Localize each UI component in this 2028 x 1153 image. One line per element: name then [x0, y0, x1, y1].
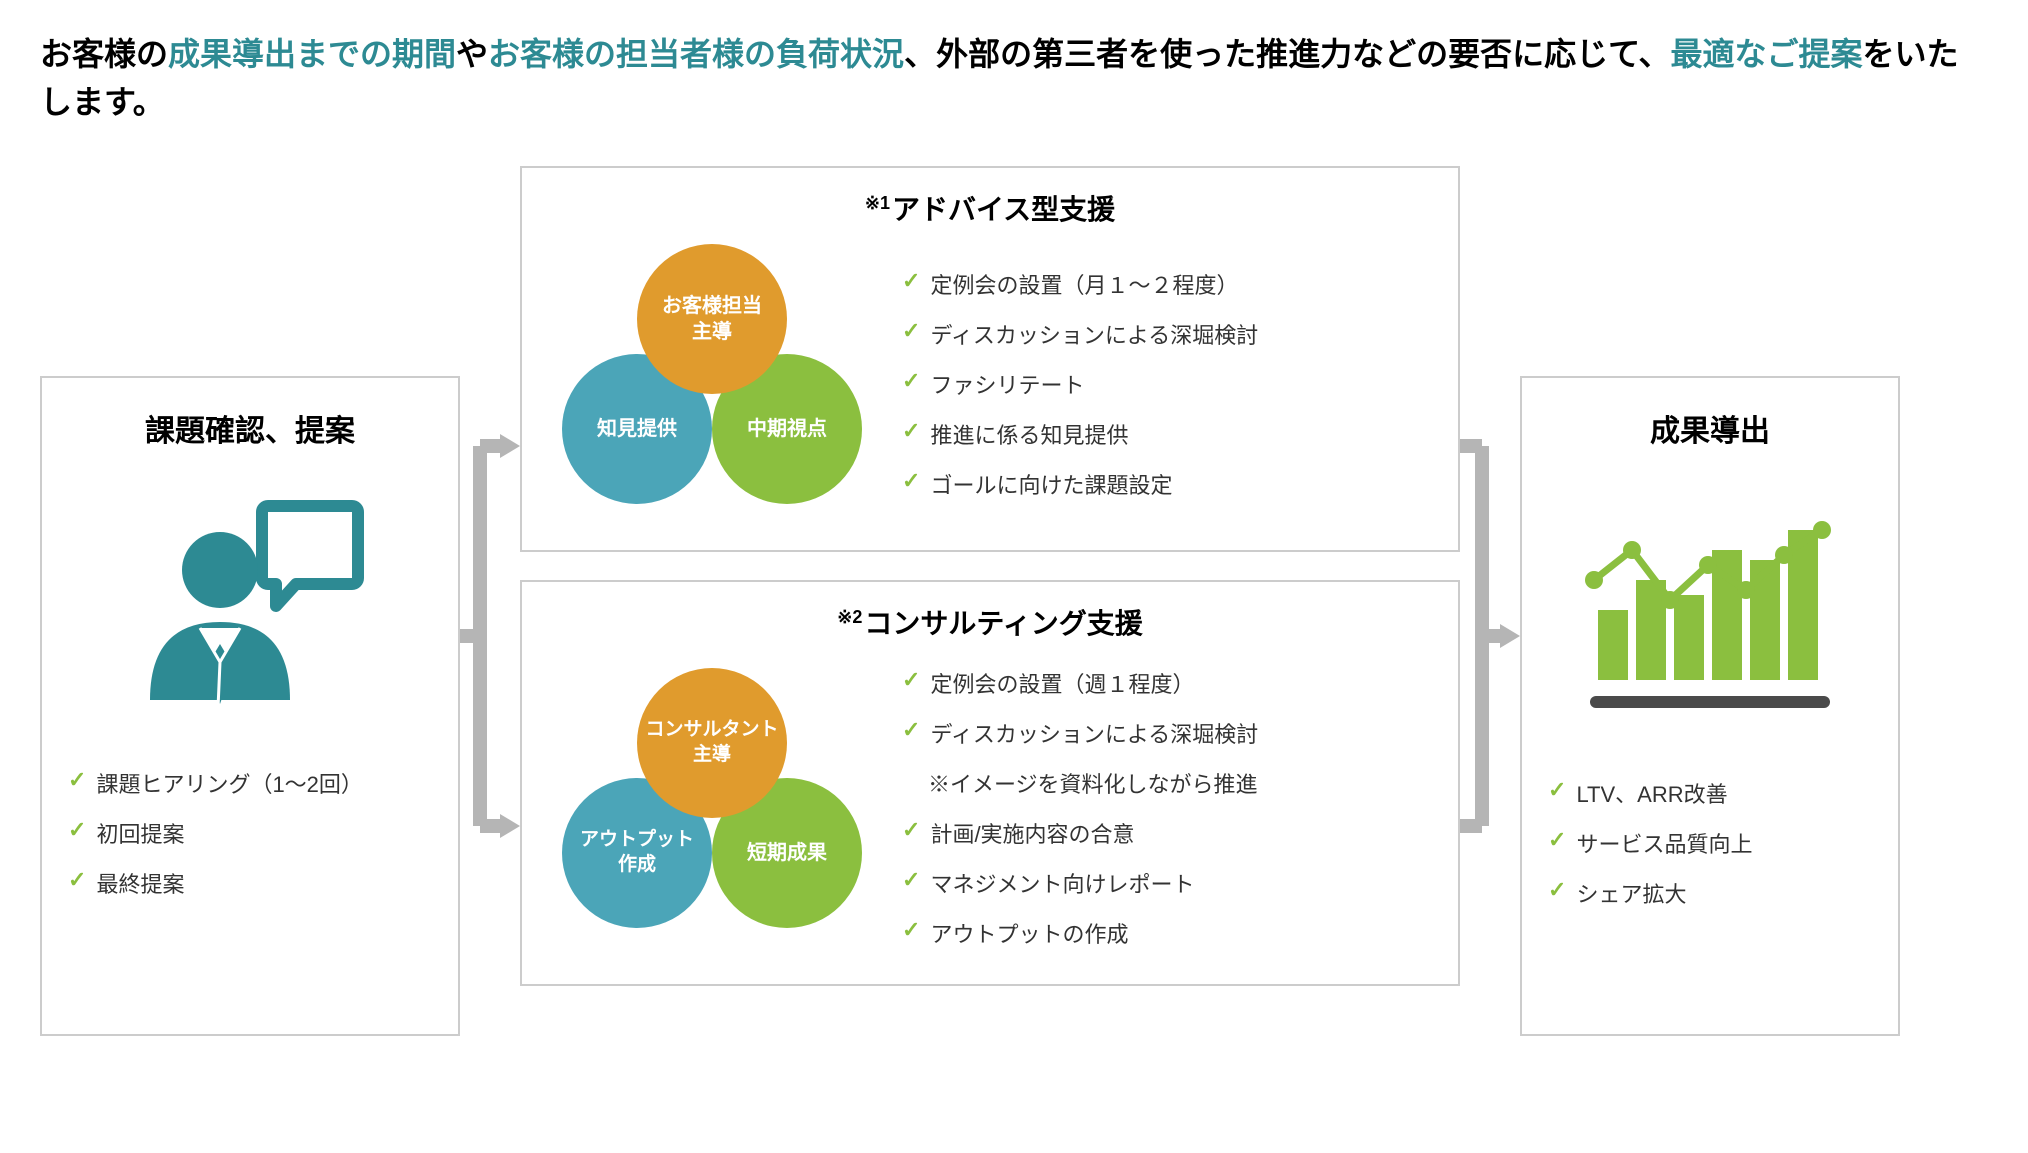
venn-circle-top: お客様担当 主導 — [637, 244, 787, 394]
advice-bullet-list: 定例会の設置（月１〜２程度） ディスカッションによる深堀検討 ファシリテート 推… — [902, 259, 1258, 509]
consulting-title-text: コンサルティング支援 — [864, 608, 1142, 639]
arrow-merge-right — [1460, 166, 1520, 1106]
list-item: アウトプットの作成 — [902, 908, 1258, 958]
list-item: 計画/実施内容の合意 — [902, 808, 1258, 858]
list-item: 初回提案 — [68, 808, 432, 858]
headline-highlight-3: 最適なご提案 — [1670, 36, 1862, 72]
list-item: ゴールに向けた課題設定 — [902, 459, 1258, 509]
headline-text: や — [456, 36, 488, 72]
right-panel: 成果導出 LTV、ARR改善 サービス品質向上 シェア拡大 — [1520, 376, 1900, 1036]
advice-panel: ※1アドバイス型支援 知見提供中期視点お客様担当 主導 定例会の設置（月１〜２程… — [520, 166, 1460, 552]
list-item: サービス品質向上 — [1548, 818, 1872, 868]
headline-highlight-1: 成果導出までの期間 — [168, 36, 456, 72]
list-item: シェア拡大 — [1548, 868, 1872, 918]
advice-sup: ※1 — [865, 193, 890, 213]
right-panel-title: 成果導出 — [1548, 406, 1872, 450]
consulting-title: ※2コンサルティング支援 — [552, 602, 1428, 642]
growth-chart-icon — [1548, 490, 1872, 720]
consultant-icon — [68, 488, 432, 718]
advice-venn: 知見提供中期視点お客様担当 主導 — [552, 244, 872, 524]
middle-column: ※1アドバイス型支援 知見提供中期視点お客様担当 主導 定例会の設置（月１〜２程… — [520, 166, 1460, 1106]
list-item: ディスカッションによる深堀検討 — [902, 309, 1258, 359]
consulting-venn: アウトプット 作成短期成果コンサルタント 主導 — [552, 668, 872, 948]
headline-highlight-2: お客様の担当者様の負荷状況 — [488, 36, 904, 72]
left-panel: 課題確認、提案 課題ヒアリング（1〜2回） 初回提案 — [40, 376, 460, 1036]
right-bullet-list: LTV、ARR改善 サービス品質向上 シェア拡大 — [1548, 768, 1872, 918]
arrow-split-left — [460, 166, 520, 1106]
list-item: LTV、ARR改善 — [1548, 768, 1872, 818]
list-item: マネジメント向けレポート — [902, 858, 1258, 908]
headline-text: お客様の — [40, 36, 168, 72]
list-item: ファシリテート — [902, 359, 1258, 409]
left-panel-title: 課題確認、提案 — [68, 406, 432, 450]
list-item: 定例会の設置（週１程度） — [902, 658, 1258, 708]
venn-circle-top: コンサルタント 主導 — [637, 668, 787, 818]
consulting-bullet-block: 定例会の設置（週１程度） ディスカッションによる深堀検討 ※イメージを資料化しな… — [902, 658, 1258, 958]
diagram: 課題確認、提案 課題ヒアリング（1〜2回） 初回提案 — [40, 166, 1988, 1106]
consulting-note: ※イメージを資料化しながら推進 — [902, 758, 1258, 808]
right-column: 成果導出 LTV、ARR改善 サービス品質向上 シェア拡大 — [1520, 166, 1900, 1106]
consulting-panel: ※2コンサルティング支援 アウトプット 作成短期成果コンサルタント 主導 定例会… — [520, 580, 1460, 986]
advice-title-text: アドバイス型支援 — [892, 194, 1115, 225]
list-item: 課題ヒアリング（1〜2回） — [68, 758, 432, 808]
left-column: 課題確認、提案 課題ヒアリング（1〜2回） 初回提案 — [40, 166, 460, 1106]
advice-title: ※1アドバイス型支援 — [552, 188, 1428, 228]
list-item: 定例会の設置（月１〜２程度） — [902, 259, 1258, 309]
headline-text: 、外部の第三者を使った推進力などの要否に応じて、 — [904, 36, 1670, 72]
list-item: ディスカッションによる深堀検討 — [902, 708, 1258, 758]
left-bullet-list: 課題ヒアリング（1〜2回） 初回提案 最終提案 — [68, 758, 432, 908]
consulting-sup: ※2 — [837, 607, 862, 627]
list-item: 推進に係る知見提供 — [902, 409, 1258, 459]
list-item: 最終提案 — [68, 858, 432, 908]
headline: お客様の成果導出までの期間やお客様の担当者様の負荷状況、外部の第三者を使った推進… — [40, 30, 1988, 126]
